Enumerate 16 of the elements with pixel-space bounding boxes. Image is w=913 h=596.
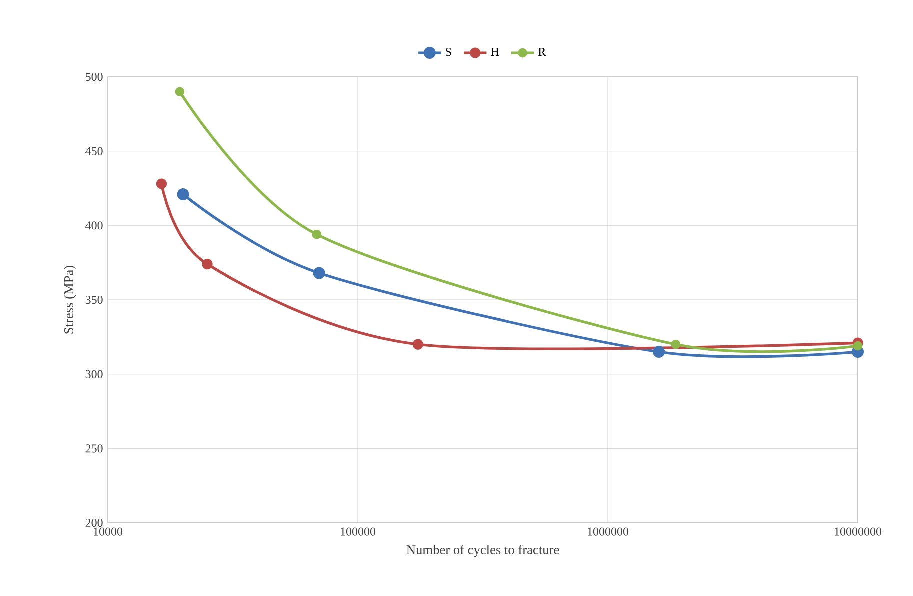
y-tick-label: 250	[86, 444, 103, 453]
y-axis-title: Stress (MPa)	[64, 266, 76, 334]
x-tick-label: 1000000	[588, 528, 629, 536]
legend-label: S	[446, 48, 452, 56]
legend-label: H	[491, 48, 500, 56]
x-axis-title: Number of cycles to fracture	[406, 544, 560, 558]
y-tick-label: 500	[86, 72, 103, 82]
x-tick-label: 100000	[341, 528, 376, 536]
y-tick-label: 300	[86, 370, 103, 378]
legend-label: R	[538, 48, 546, 56]
x-tick-label: 10000000	[835, 528, 882, 536]
y-tick-label: 200	[86, 518, 103, 528]
y-tick-label: 400	[86, 222, 103, 230]
y-tick-label: 350	[86, 296, 103, 304]
x-tick-label: 10000	[94, 528, 123, 536]
y-tick-label: 450	[86, 147, 103, 156]
